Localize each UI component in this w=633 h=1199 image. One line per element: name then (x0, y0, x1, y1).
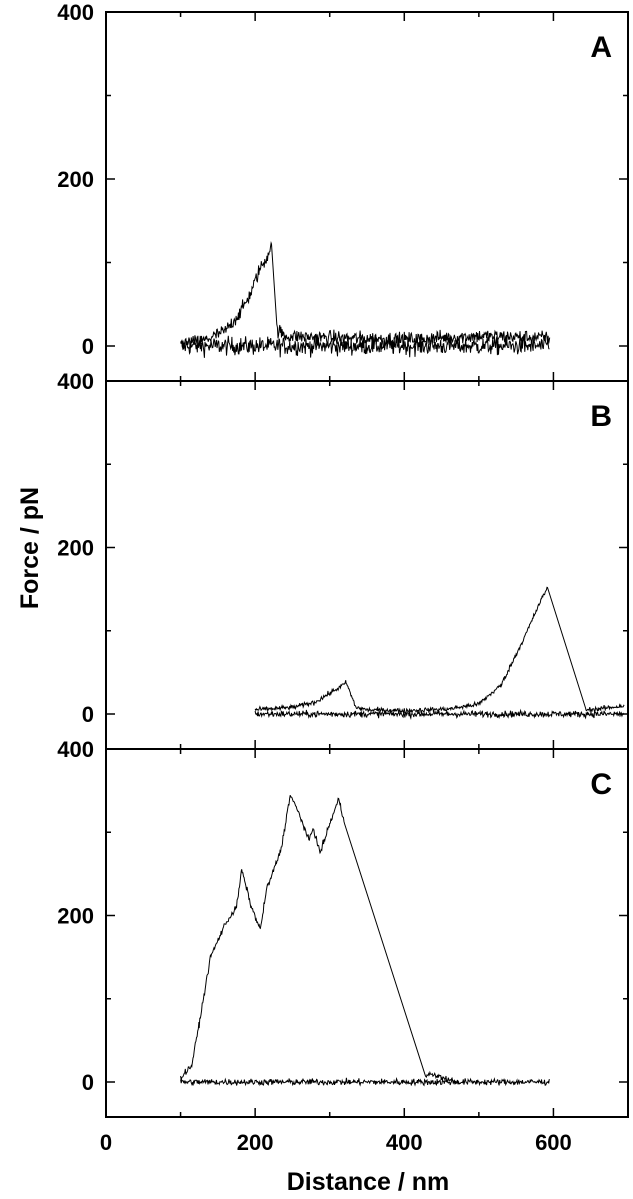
x-tick-label: 0 (100, 1130, 112, 1155)
approach-trace (180, 334, 550, 358)
approach-trace (180, 1076, 550, 1087)
panel-label: A (590, 31, 612, 64)
retract-trace (254, 586, 625, 715)
y-tick-label: 200 (57, 904, 94, 929)
panel-c: 0 200 400 C (57, 737, 629, 1118)
y-tick-label: 200 (57, 536, 94, 561)
y-tick-label: 400 (57, 0, 94, 25)
x-tick-label: 200 (237, 1130, 274, 1155)
approach-trace (254, 708, 625, 721)
panel-frame (105, 11, 629, 382)
panel-frame (105, 748, 629, 1118)
panel-label: C (590, 768, 612, 801)
y-tick-label: 200 (57, 167, 94, 192)
panels-layer: 0 200 400 A 0 200 400 B 0 200 400 C 0 200 400 600 (57, 0, 629, 1155)
panel-label: B (590, 400, 612, 433)
retract-trace (180, 795, 457, 1085)
x-tick-label: 400 (386, 1130, 423, 1155)
x-tick-label: 600 (535, 1130, 572, 1155)
retract-trace (180, 241, 551, 351)
panel-frame (105, 380, 629, 750)
y-tick-label: 0 (82, 334, 94, 359)
y-axis-title: Force / pN (16, 487, 44, 609)
y-tick-label: 400 (57, 369, 94, 394)
panel-a: 0 200 400 A (57, 0, 629, 382)
x-axis-title: Distance / nm (287, 1168, 450, 1196)
x-tick-labels: 0 200 400 600 (100, 1130, 572, 1155)
panel-b: 0 200 400 B (57, 369, 629, 750)
y-tick-label: 0 (82, 702, 94, 727)
y-tick-label: 0 (82, 1070, 94, 1095)
y-tick-label: 400 (57, 737, 94, 762)
